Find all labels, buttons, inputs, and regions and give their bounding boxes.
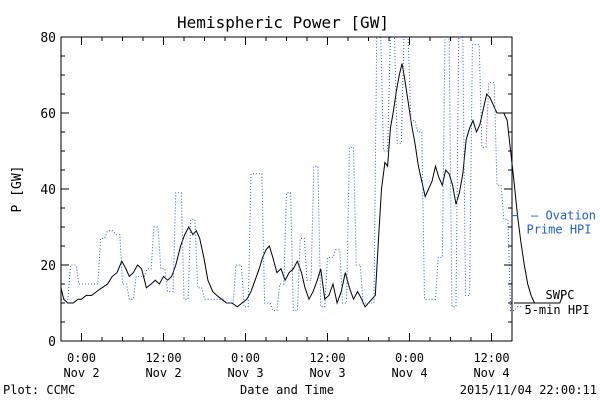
y-axis: 0 20 40 60 80 [40, 31, 512, 350]
y-tick-label: 40 [40, 183, 56, 198]
series-layer [60, 36, 564, 312]
x-tick-label-date: Nov 3 [309, 366, 345, 380]
x-tick-label-date: Nov 4 [473, 366, 509, 380]
plot-frame [60, 36, 513, 342]
chart-title: Hemispheric Power [GW] [177, 13, 389, 32]
x-tick-label-time: 12:00 [473, 351, 509, 365]
x-tick-label-date: Nov 4 [391, 366, 427, 380]
x-tick-label-time: 0:00 [395, 351, 424, 365]
x-tick-label-time: 12:00 [145, 351, 181, 365]
y-tick-label: 80 [40, 31, 56, 46]
x-tick-label-date: Nov 3 [227, 366, 263, 380]
legend-entry-ovation-prime-hpi-label: — Ovation [531, 209, 596, 223]
legend-entry-swpc-5-min-hpi-label: SWPC [546, 288, 575, 302]
x-axis-label: Date and Time [240, 383, 334, 397]
legend-entry-ovation-prime-hpi-label: Prime HPI [526, 223, 591, 237]
series-line-swpc-5-min-hpi [60, 63, 564, 308]
legend-entry-swpc-5-min-hpi-label: 5-min HPI [524, 303, 589, 317]
x-tick-label-date: Nov 2 [145, 366, 181, 380]
y-tick-label: 60 [40, 107, 56, 122]
x-tick-label-time: 0:00 [231, 351, 260, 365]
y-tick-label: 20 [40, 259, 56, 274]
x-tick-label-time: 12:00 [309, 351, 345, 365]
footer-timestamp: 2015/11/04 22:00:11 [460, 383, 597, 397]
x-tick-label-date: Nov 2 [63, 366, 99, 380]
series-line-ovation-prime-hpi [61, 36, 522, 312]
x-tick-label-time: 0:00 [67, 351, 96, 365]
y-tick-label: 0 [48, 335, 56, 350]
footer-plot-credit: Plot: CCMC [3, 383, 75, 397]
y-axis-label: P [GW] [10, 166, 25, 213]
